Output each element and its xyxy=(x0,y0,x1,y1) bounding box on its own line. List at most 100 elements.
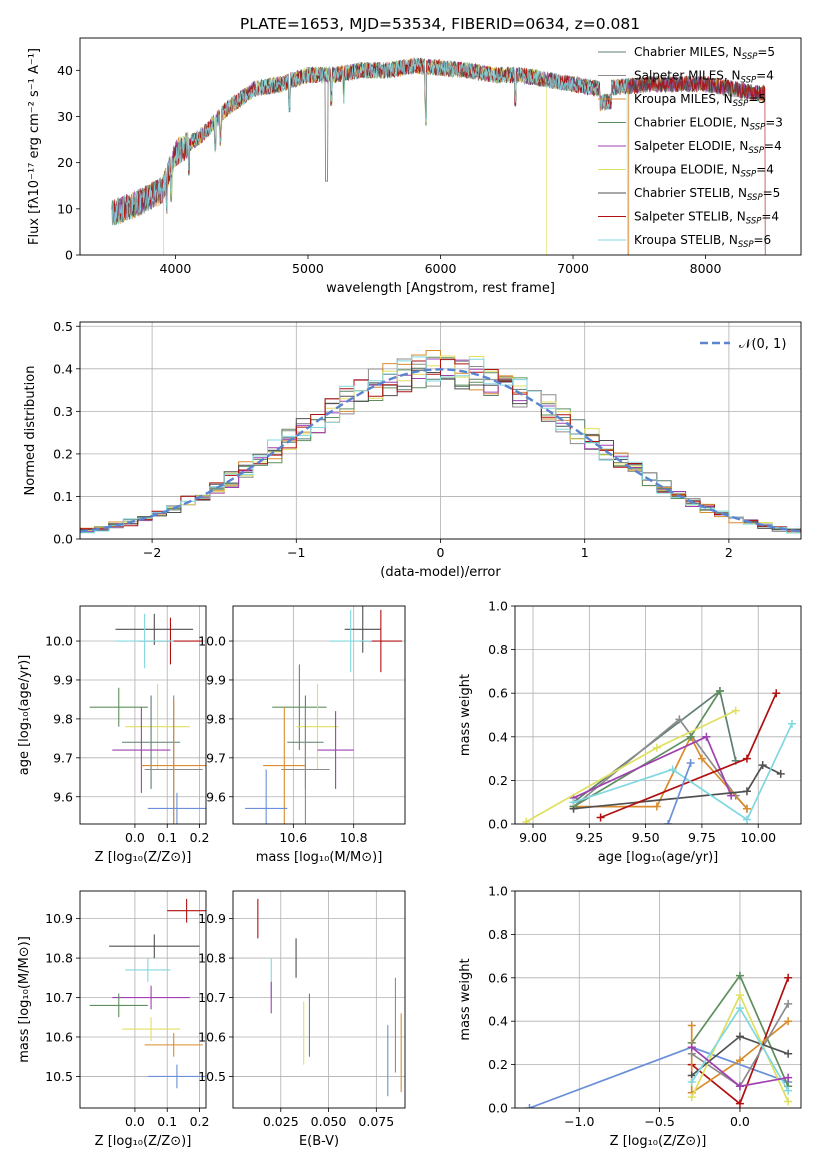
axes-frame xyxy=(514,605,802,825)
plot-area xyxy=(522,687,796,824)
legend-label: Chabrier STELIB, NSSP=5 xyxy=(634,186,780,203)
y-tick-label: 10.8 xyxy=(45,951,73,966)
x-tick-label: 9.25 xyxy=(575,830,603,845)
x-tick-label: 9.75 xyxy=(688,830,716,845)
x-tick-label: 0.2 xyxy=(190,1114,210,1129)
weight-marker xyxy=(758,761,767,770)
weight-marker xyxy=(686,758,695,767)
y-tick-label: 0.2 xyxy=(488,773,508,788)
chart-panel-1: 4000 5000 6000 7000 8000 0 10 20 30 40 wavelength … xyxy=(27,37,802,296)
plot-area xyxy=(89,898,206,1089)
y-axis-label: mass [log₁₀(M/M⊙)] xyxy=(17,936,32,1063)
plot-area xyxy=(245,606,402,824)
y-tick-label: 10.5 xyxy=(45,1069,73,1084)
x-tick-label: 0.050 xyxy=(311,1114,347,1129)
y-axis-label: Normed distribution xyxy=(23,366,38,496)
weight-line xyxy=(600,692,777,819)
legend-label: Chabrier MILES, NSSP=5 xyxy=(634,45,775,62)
plot-area xyxy=(111,57,766,255)
legend-label: Salpeter MILES, NSSP=4 xyxy=(634,69,774,86)
y-tick-label: 1.0 xyxy=(488,884,508,899)
figure-title: PLATE=1653, MJD=53534, FIBERID=0634, z=0… xyxy=(240,15,640,33)
x-tick-label: 2 xyxy=(725,545,733,560)
weight-marker xyxy=(522,817,531,824)
weight-marker xyxy=(687,1043,696,1052)
weight-marker xyxy=(784,1017,793,1026)
x-tick-label: 10.00 xyxy=(740,830,776,845)
y-tick-label: 0.4 xyxy=(488,729,508,744)
x-axis-label: wavelength [Angstrom, rest frame] xyxy=(326,281,555,296)
y-axis-label: mass weight xyxy=(458,674,473,756)
y-axis-label: mass weight xyxy=(458,958,473,1040)
y-tick-label: 0.4 xyxy=(488,1014,508,1029)
x-tick-label: 0 xyxy=(437,545,445,560)
x-tick-label: 10.8 xyxy=(340,830,368,845)
weight-marker xyxy=(687,1093,696,1102)
weight-marker xyxy=(772,689,781,698)
y-tick-label: 10.7 xyxy=(45,990,73,1005)
weight-marker xyxy=(784,1097,793,1106)
y-tick-label: 10.6 xyxy=(198,1029,226,1044)
y-tick-label: 10.5 xyxy=(198,1069,226,1084)
weight-line xyxy=(573,763,782,810)
y-tick-label: 20 xyxy=(57,155,73,170)
chart-panel-7: 0.025 0.050 0.075 10.5 10.6 10.7 10.8 10.9 E(B-V… xyxy=(198,890,406,1149)
weight-line xyxy=(573,723,793,821)
weight-marker xyxy=(702,732,711,741)
x-axis-label: mass [log₁₀(M/M⊙)] xyxy=(256,850,383,865)
y-tick-label: 10.6 xyxy=(45,1029,73,1044)
y-tick-label: 10.8 xyxy=(198,951,226,966)
weight-marker xyxy=(668,765,677,774)
x-tick-label: 0.0 xyxy=(125,1114,145,1129)
y-tick-label: 9.9 xyxy=(53,672,73,687)
gaussian-curve xyxy=(80,368,801,533)
axes-frame xyxy=(79,605,207,825)
weight-line xyxy=(667,762,692,824)
weight-marker xyxy=(735,971,744,980)
chart-panel-4: 10.6 10.8 9.6 9.7 9.8 9.9 10.0 mass [log₁₀(M/M⊙… xyxy=(198,605,406,865)
weight-marker xyxy=(784,1049,793,1058)
chart-panel-2: −2 −1 0 1 2 0.0 0.1 0.2 0.3 0.4 0.5 (data-model)/er… xyxy=(23,319,802,580)
weight-marker xyxy=(735,991,744,1000)
y-tick-label: 10.9 xyxy=(198,911,226,926)
x-tick-label: 0.1 xyxy=(157,830,177,845)
weight-marker xyxy=(784,1086,793,1095)
y-axis-label: Flux [fλ10⁻¹⁷ erg cm⁻² s⁻¹ A⁻¹] xyxy=(27,48,42,245)
weight-marker xyxy=(525,1104,534,1108)
x-tick-label: 7000 xyxy=(557,261,589,276)
legend-label: Kroupa STELIB, NSSP=6 xyxy=(634,233,771,250)
y-axis-label: age [log₁₀(age/yr)] xyxy=(17,655,32,776)
plot-area xyxy=(257,898,402,1097)
weight-marker xyxy=(776,769,785,778)
x-tick-label: 0.025 xyxy=(263,1114,299,1129)
y-tick-label: 0.4 xyxy=(53,361,73,376)
y-tick-label: 0.3 xyxy=(53,404,73,419)
y-tick-label: 0.5 xyxy=(53,319,73,334)
y-tick-label: 0.2 xyxy=(53,446,73,461)
x-tick-label: 6000 xyxy=(425,261,457,276)
plot-area xyxy=(525,971,793,1108)
weight-line xyxy=(573,735,732,799)
axes-frame xyxy=(79,890,207,1109)
spectrum-line xyxy=(163,57,547,255)
y-tick-label: 0.6 xyxy=(488,686,508,701)
y-tick-label: 0.0 xyxy=(488,1101,508,1116)
x-tick-label: 0.0 xyxy=(125,830,145,845)
x-tick-label: 0.1 xyxy=(157,1114,177,1129)
y-tick-label: 0.6 xyxy=(488,970,508,985)
weight-marker xyxy=(596,813,605,822)
x-tick-label: 10.6 xyxy=(279,830,307,845)
legend-label: 𝒩(0, 1) xyxy=(739,337,786,352)
axes-frame xyxy=(232,605,406,825)
x-tick-label: 1 xyxy=(581,545,589,560)
y-tick-label: 10.9 xyxy=(45,911,73,926)
y-tick-label: 0.8 xyxy=(488,927,508,942)
y-tick-label: 0.2 xyxy=(488,1057,508,1072)
weight-marker xyxy=(697,754,706,763)
plot-area xyxy=(80,350,801,539)
weight-marker xyxy=(731,706,740,715)
y-tick-label: 0.8 xyxy=(488,642,508,657)
y-tick-label: 9.8 xyxy=(53,711,73,726)
weight-marker xyxy=(687,1077,696,1086)
weight-marker xyxy=(675,715,684,724)
